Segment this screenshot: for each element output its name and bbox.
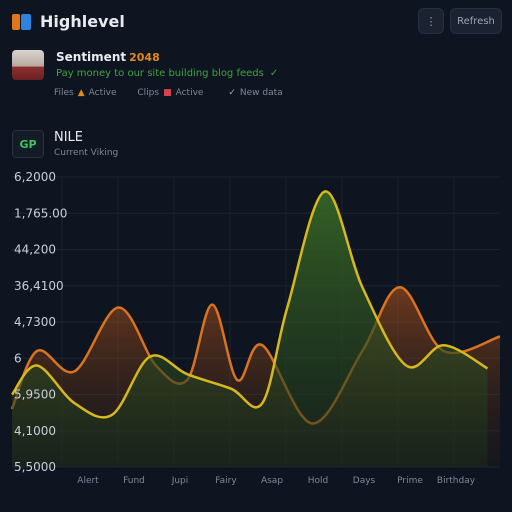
user-badge: 2048 (129, 51, 160, 64)
chart-subtitle: Current Viking (54, 148, 119, 158)
x-tick-label: Jupi (171, 476, 189, 486)
menu-button[interactable]: ⋮ (418, 8, 444, 34)
check-icon: ✓ (228, 88, 236, 98)
chart-header: GP NILE Current Viking (12, 130, 312, 166)
stat-clips[interactable]: Clips ■ Active (137, 88, 203, 98)
stat-new-data[interactable]: ✓ New data (224, 88, 282, 98)
chart-badge[interactable]: GP (12, 130, 44, 158)
chart-areas (10, 190, 501, 467)
y-tick-label: 6,2000 (14, 170, 56, 184)
area-chart[interactable]: 6,2000 1,765.00 44,200 36,4100 4,7300 6 5,9500… (0, 165, 512, 505)
stat-label: Files (54, 88, 74, 98)
user-subtitle-text: Pay money to our site building blog feed… (56, 68, 264, 79)
stat-files[interactable]: Files ▲ Active (54, 88, 117, 98)
y-axis-labels: 6,2000 1,765.00 44,200 36,4100 4,7300 6 5,9500… (14, 170, 67, 474)
user-subtitle: Pay money to our site building blog feed… (56, 68, 278, 79)
series-area-yellow (12, 191, 488, 467)
check-icon: ✓ (269, 68, 279, 79)
brand-logo-icon (12, 14, 34, 30)
stat-value: New data (239, 88, 283, 98)
stats-row: Files ▲ Active Clips ■ Active ✓ New data (54, 88, 301, 98)
y-tick-label: 36,4100 (14, 279, 64, 293)
x-tick-label: Asap (261, 476, 283, 486)
y-tick-label: 44,200 (14, 243, 56, 257)
x-axis-labels: Alert Fund Jupi Fairy Asap Hold Days Prime Birth… (77, 476, 475, 486)
user-name: Sentiment 2048 (56, 50, 160, 64)
app-title: Highlevel (40, 12, 125, 31)
y-tick-label: 5,9500 (14, 388, 56, 402)
y-tick-label: 6 (14, 351, 22, 365)
x-tick-label: Prime (397, 476, 423, 486)
series-line-orange[interactable] (10, 285, 501, 425)
user-name-text: Sentiment (56, 50, 127, 64)
top-bar: Highlevel ⋮ Refresh (0, 0, 512, 46)
y-tick-label: 5,5000 (14, 460, 56, 474)
stat-label: Clips (137, 88, 160, 98)
x-tick-label: Alert (77, 476, 99, 486)
user-summary: Sentiment 2048 Pay money to our site buil… (12, 48, 502, 108)
series-line-yellow[interactable] (10, 190, 489, 419)
x-tick-label: Fund (123, 476, 145, 486)
x-tick-label: Birthday (437, 476, 476, 486)
warning-icon: ▲ (77, 88, 85, 98)
avatar[interactable] (12, 50, 44, 80)
x-tick-label: Days (353, 476, 376, 486)
chart-title: NILE (54, 130, 84, 145)
y-tick-label: 4,7300 (14, 315, 56, 329)
x-tick-label: Fairy (215, 476, 237, 486)
stat-value: Active (175, 88, 204, 98)
square-icon: ■ (163, 88, 172, 98)
stat-value: Active (88, 88, 117, 98)
refresh-button[interactable]: Refresh (450, 8, 502, 34)
y-tick-label: 1,765.00 (14, 206, 67, 220)
x-tick-label: Hold (308, 476, 329, 486)
y-tick-label: 4,1000 (14, 424, 56, 438)
